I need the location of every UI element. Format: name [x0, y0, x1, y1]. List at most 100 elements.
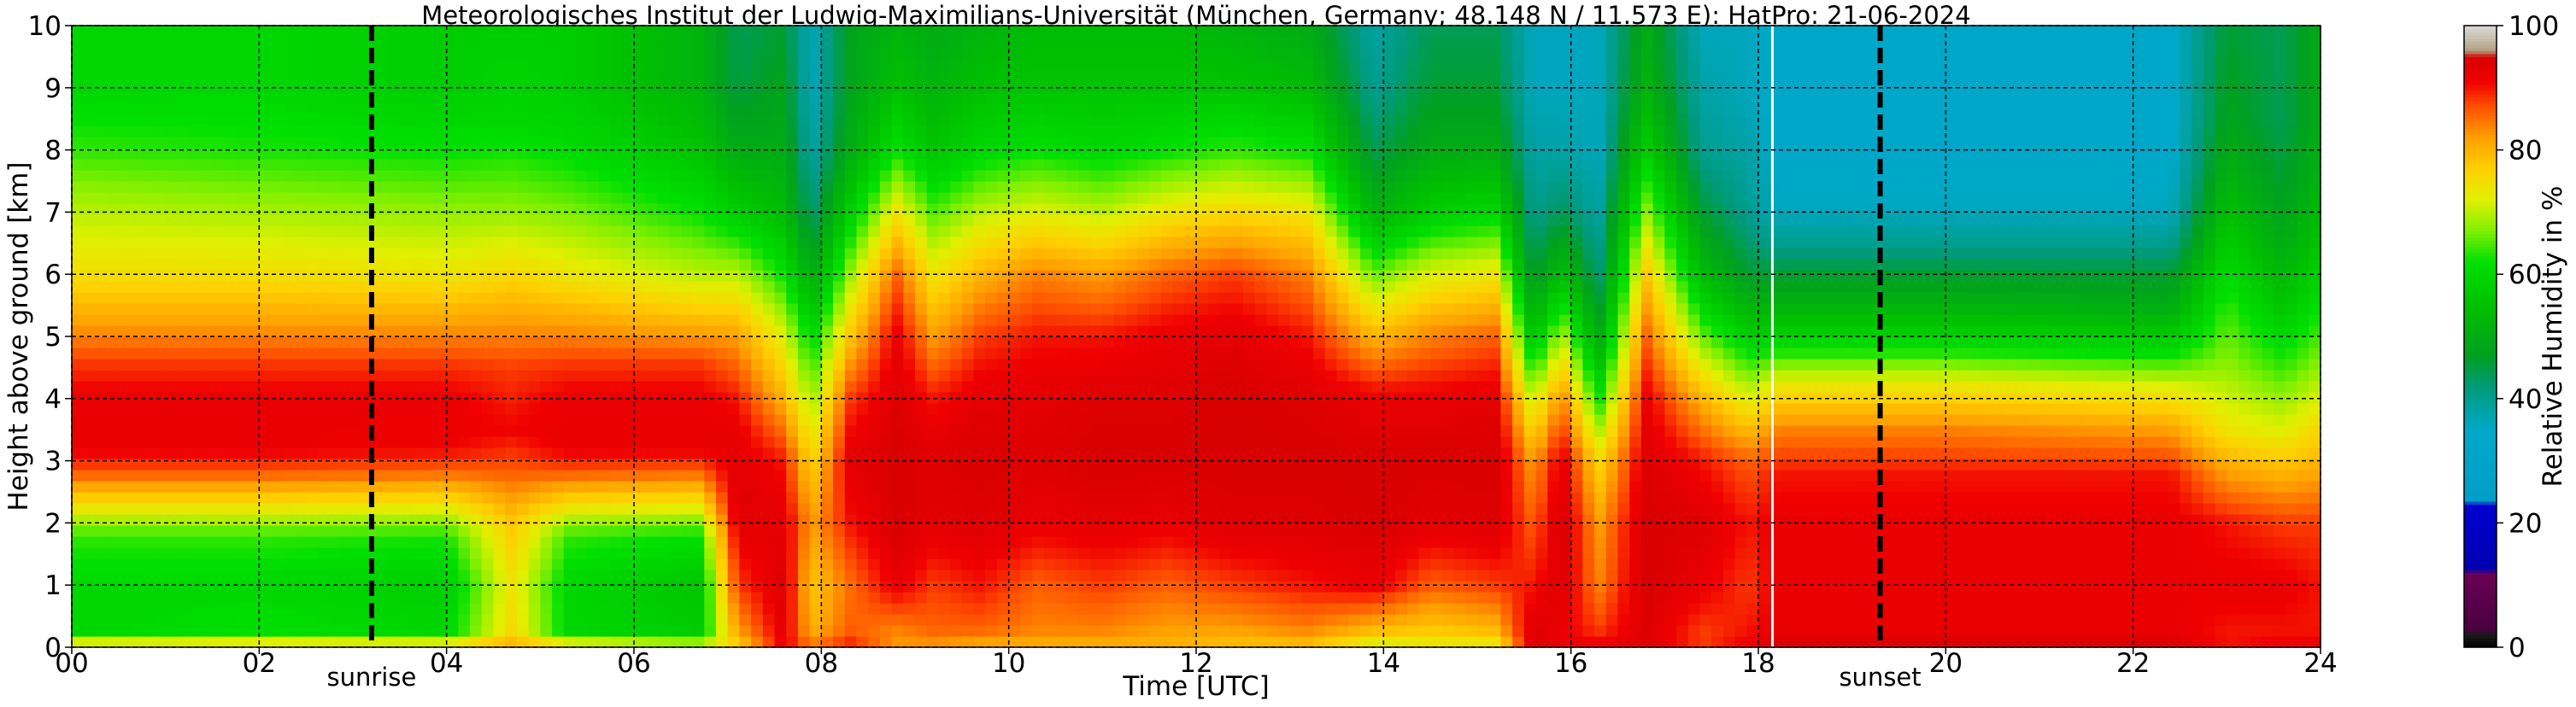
heatmap-cell [587, 325, 600, 337]
heatmap-cell [83, 214, 97, 226]
heatmap-cell [926, 170, 940, 182]
heatmap-cell [411, 536, 424, 548]
heatmap-cell [938, 314, 951, 326]
heatmap-cell [598, 514, 612, 526]
heatmap-cell [598, 281, 612, 293]
heatmap-cell [317, 614, 331, 626]
heatmap-cell [669, 403, 682, 415]
heatmap-cell [762, 81, 776, 93]
heatmap-cell [903, 436, 916, 448]
heatmap-cell [833, 403, 846, 415]
heatmap-cell [985, 59, 998, 71]
heatmap-cell [153, 325, 167, 337]
heatmap-cell [294, 270, 307, 282]
heatmap-cell [552, 536, 565, 548]
heatmap-cell [727, 514, 740, 526]
heatmap-cell [493, 503, 506, 515]
heatmap-cell [200, 314, 214, 326]
heatmap-cell [1067, 203, 1080, 215]
heatmap-cell [856, 237, 869, 248]
heatmap-cell [411, 481, 424, 493]
heatmap-cell [692, 325, 705, 337]
heatmap-cell [446, 237, 459, 248]
heatmap-cell [926, 636, 940, 648]
heatmap-cell [72, 447, 85, 459]
heatmap-cell [434, 126, 448, 137]
heatmap-cell [235, 48, 249, 60]
heatmap-cell [118, 159, 132, 171]
heatmap-cell [563, 114, 577, 126]
heatmap-cell [423, 126, 436, 137]
heatmap-cell [622, 325, 635, 337]
heatmap-cell [938, 148, 951, 160]
heatmap-cell [446, 37, 459, 49]
heatmap-cell [879, 192, 893, 204]
heatmap-cell [891, 259, 904, 271]
heatmap-cell [235, 625, 249, 637]
heatmap-cell [446, 259, 459, 271]
heatmap-cell [926, 470, 940, 482]
heatmap-cell [317, 425, 331, 437]
heatmap-cell [715, 348, 729, 359]
heatmap-cell [224, 148, 237, 160]
heatmap-cell [200, 48, 214, 60]
heatmap-cell [762, 203, 776, 215]
heatmap-cell [680, 148, 694, 160]
heatmap-cell [797, 214, 811, 226]
heatmap-cell [809, 292, 822, 304]
heatmap-cell [247, 248, 260, 260]
heatmap-cell [259, 492, 272, 504]
heatmap-cell [552, 214, 565, 226]
heatmap-cell [774, 503, 787, 515]
heatmap-cell [235, 137, 249, 149]
heatmap-cell [833, 170, 846, 182]
heatmap-cell [552, 514, 565, 526]
heatmap-cell [142, 636, 155, 648]
heatmap-cell [516, 148, 530, 160]
heatmap-cell [493, 459, 506, 470]
heatmap-cell [341, 348, 354, 359]
heatmap-cell [715, 381, 729, 393]
heatmap-cell [458, 558, 471, 570]
heatmap-cell [915, 126, 928, 137]
heatmap-cell [306, 381, 319, 393]
heatmap-cell [235, 225, 249, 237]
heatmap-cell [727, 370, 740, 382]
heatmap-cell [189, 481, 202, 493]
heatmap-cell [165, 270, 178, 282]
heatmap-cell [224, 481, 237, 493]
heatmap-cell [891, 114, 904, 126]
heatmap-cell [376, 48, 389, 60]
heatmap-cell [470, 436, 483, 448]
heatmap-cell [95, 37, 108, 49]
heatmap-cell [1078, 281, 1092, 293]
heatmap-cell [353, 603, 366, 615]
heatmap-cell [411, 370, 424, 382]
heatmap-cell [587, 281, 600, 293]
heatmap-cell [903, 592, 916, 604]
heatmap-cell [844, 59, 858, 71]
heatmap-cell [294, 237, 307, 248]
heatmap-cell [528, 137, 541, 149]
heatmap-cell [306, 581, 319, 593]
heatmap-cell [669, 314, 682, 326]
heatmap-cell [915, 581, 928, 593]
heatmap-cell [833, 336, 846, 348]
heatmap-cell [1032, 536, 1045, 548]
heatmap-cell [704, 281, 717, 293]
heatmap-cell [739, 59, 752, 71]
heatmap-cell [224, 81, 237, 93]
heatmap-cell [376, 192, 389, 204]
heatmap-cell [669, 70, 682, 82]
heatmap-cell [879, 26, 893, 38]
heatmap-cell [446, 192, 459, 204]
heatmap-cell [235, 614, 249, 626]
heatmap-cell [821, 603, 834, 615]
heatmap-cell [399, 81, 413, 93]
heatmap-cell [294, 536, 307, 548]
heatmap-cell [645, 547, 659, 559]
heatmap-cell [271, 581, 284, 593]
heatmap-cell [1008, 603, 1021, 615]
heatmap-cell [165, 148, 178, 160]
heatmap-cell [891, 436, 904, 448]
